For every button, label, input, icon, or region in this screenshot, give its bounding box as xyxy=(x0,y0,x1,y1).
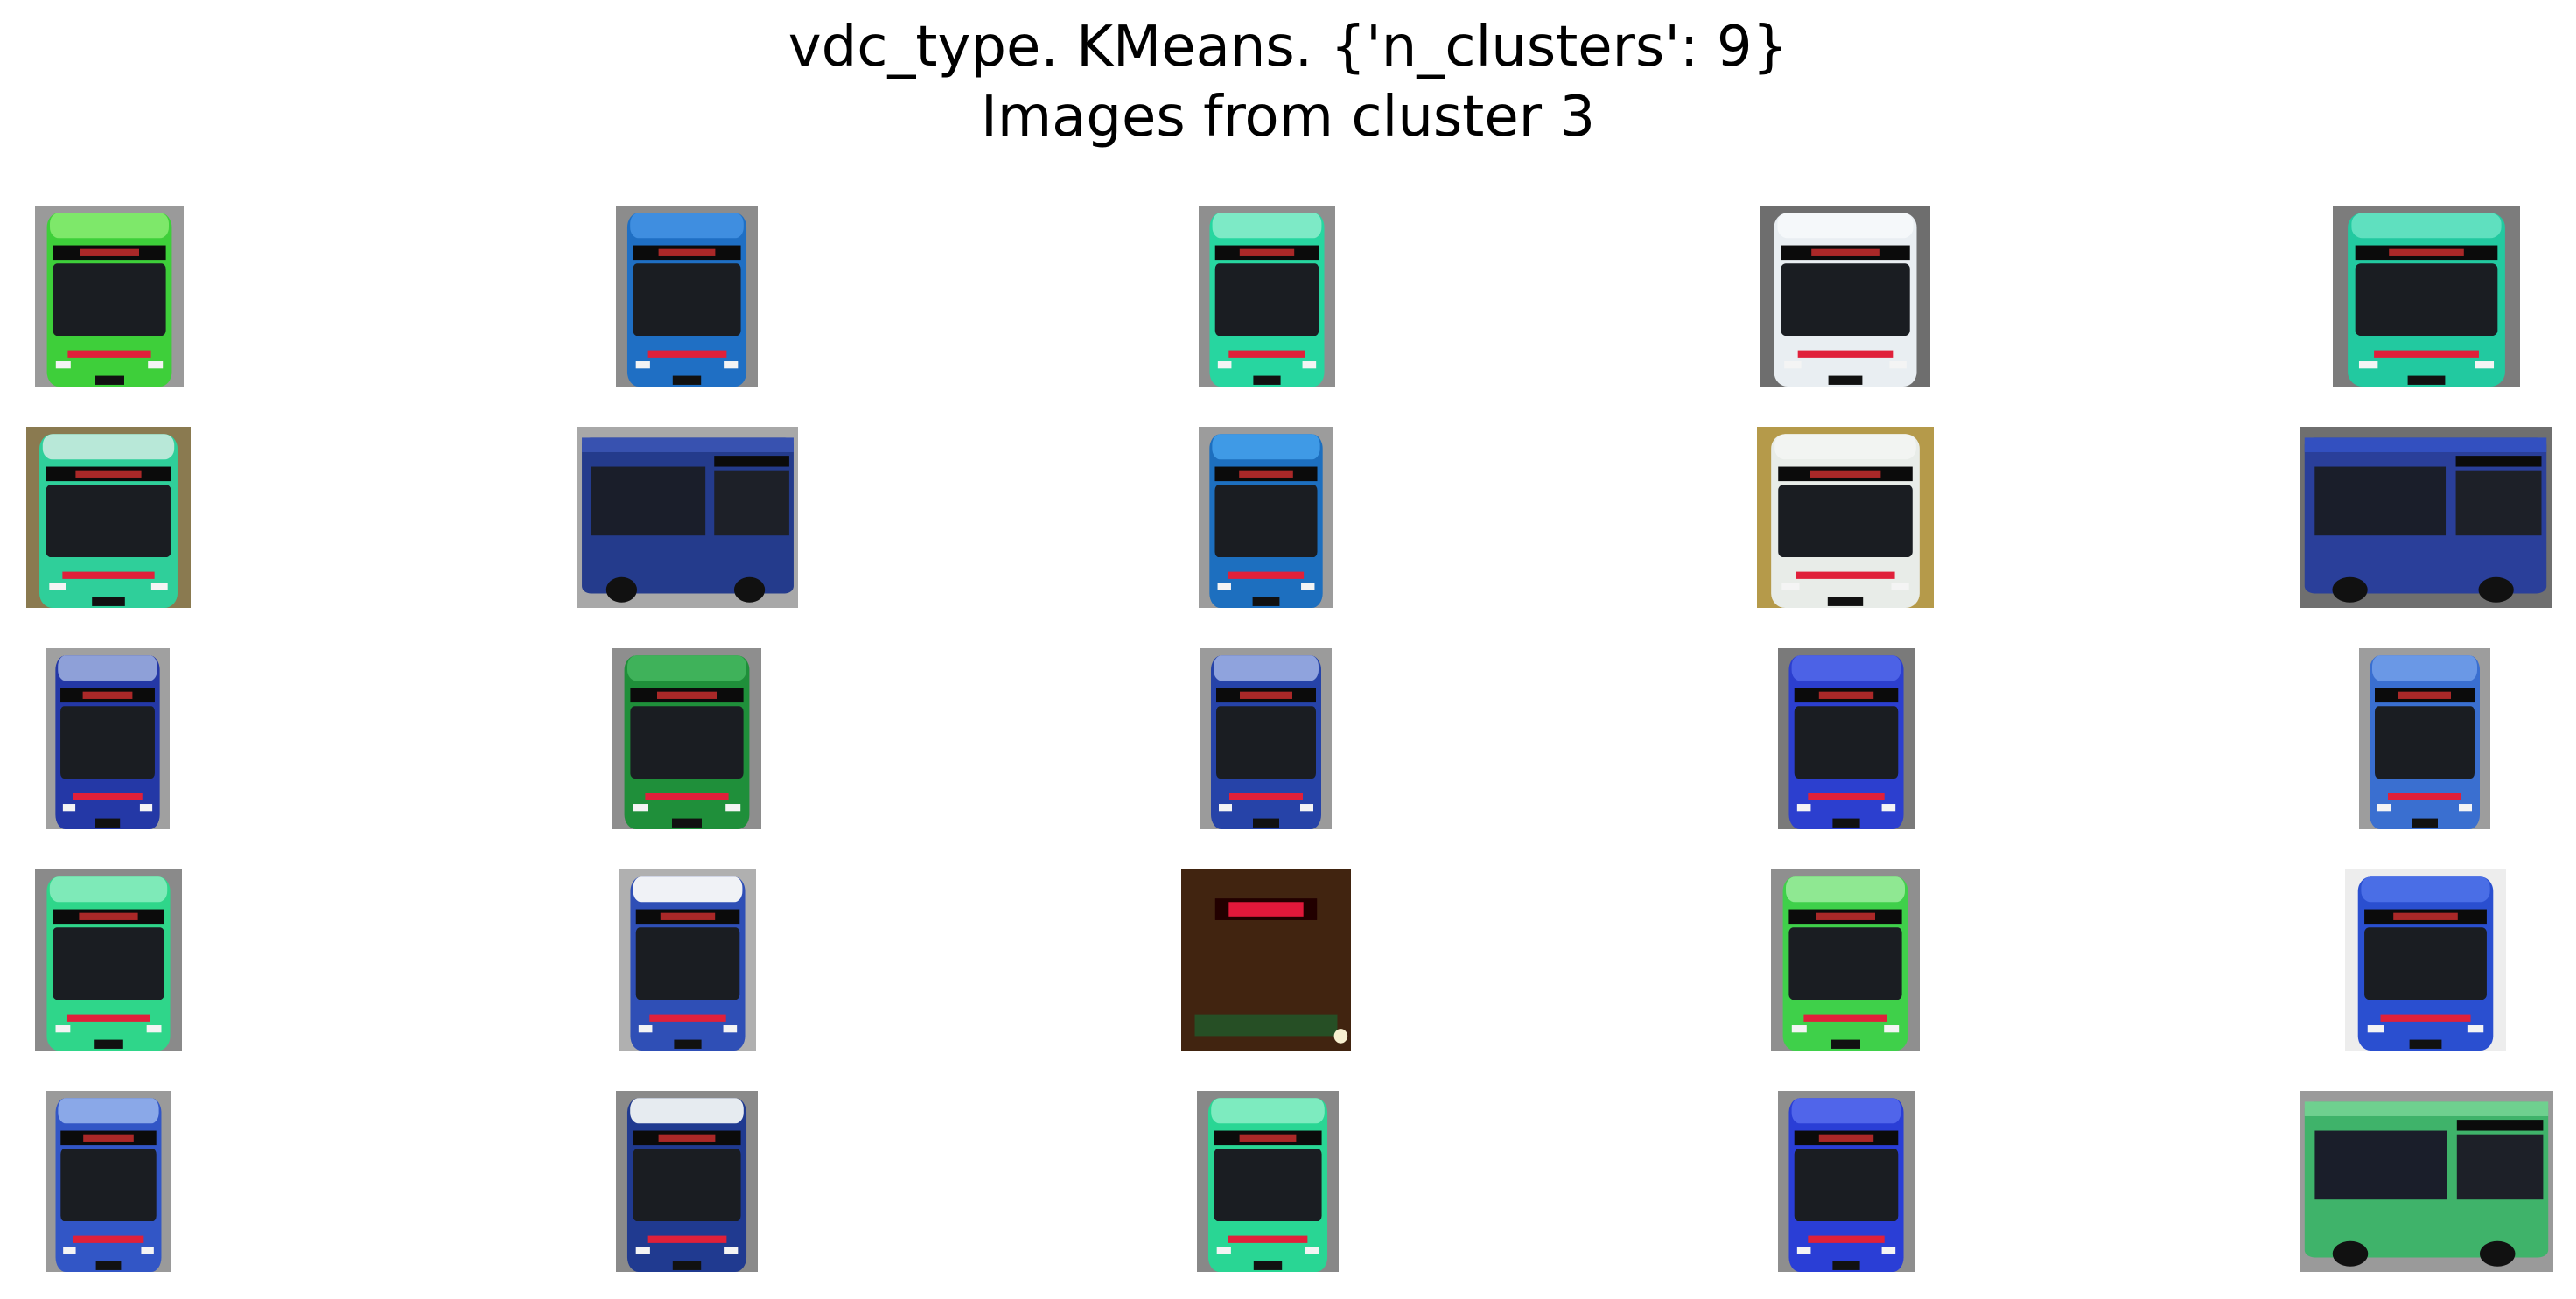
bus-image xyxy=(1757,427,1934,608)
figure-title: vdc_type. KMeans. {'n_clusters': 9} Imag… xyxy=(0,12,2576,152)
bus-image xyxy=(616,1091,758,1272)
cluster-image-thumbnail xyxy=(616,1091,758,1272)
cluster-image-thumbnail xyxy=(1199,206,1335,387)
bus-image xyxy=(35,869,182,1051)
bus-image xyxy=(1771,869,1920,1051)
bus-image xyxy=(46,648,170,829)
bus-image xyxy=(1760,206,1930,387)
figure-title-line1: vdc_type. KMeans. {'n_clusters': 9} xyxy=(788,15,1788,80)
bus-image xyxy=(1199,206,1335,387)
bus-image xyxy=(1199,427,1334,608)
cluster-image-thumbnail xyxy=(612,648,761,829)
bus-image xyxy=(1778,648,1914,829)
cluster-image-thumbnail xyxy=(26,427,191,608)
cluster-image-thumbnail xyxy=(35,206,184,387)
cluster-image-thumbnail xyxy=(1778,1091,1914,1272)
cluster-image-thumbnail xyxy=(1200,648,1332,829)
bus-image xyxy=(2333,206,2520,387)
bus-image xyxy=(2359,648,2490,829)
bus-image xyxy=(620,869,756,1051)
cluster-image-thumbnail xyxy=(1181,869,1351,1051)
figure-title-line2: Images from cluster 3 xyxy=(980,85,1596,150)
bus-image xyxy=(35,206,184,387)
cluster-image-thumbnail xyxy=(620,869,756,1051)
cluster-image-thumbnail xyxy=(2359,648,2490,829)
cluster-image-thumbnail xyxy=(46,648,170,829)
bus-image xyxy=(1197,1091,1339,1272)
cluster-image-thumbnail xyxy=(1778,648,1914,829)
bus-image xyxy=(1778,1091,1914,1272)
cluster-image-thumbnail xyxy=(616,206,758,387)
bus-image xyxy=(46,1091,172,1272)
cluster-image-thumbnail xyxy=(1199,427,1334,608)
cluster-image-thumbnail xyxy=(1197,1091,1339,1272)
bus-image xyxy=(612,648,761,829)
cluster-image-thumbnail xyxy=(46,1091,172,1272)
bus-image xyxy=(2300,427,2552,608)
cluster-image-thumbnail xyxy=(2300,427,2552,608)
bus-image xyxy=(2345,869,2506,1051)
bus-image xyxy=(2300,1091,2553,1272)
cluster-image-thumbnail xyxy=(1757,427,1934,608)
bus-image xyxy=(1181,869,1351,1051)
cluster-image-thumbnail xyxy=(2333,206,2520,387)
cluster-image-thumbnail xyxy=(1771,869,1920,1051)
bus-image xyxy=(616,206,758,387)
cluster-image-thumbnail xyxy=(2345,869,2506,1051)
cluster-image-thumbnail xyxy=(1760,206,1930,387)
bus-image xyxy=(1200,648,1332,829)
cluster-image-thumbnail xyxy=(35,869,182,1051)
bus-image xyxy=(578,427,798,608)
cluster-image-thumbnail xyxy=(2300,1091,2553,1272)
cluster-image-thumbnail xyxy=(578,427,798,608)
bus-image xyxy=(26,427,191,608)
